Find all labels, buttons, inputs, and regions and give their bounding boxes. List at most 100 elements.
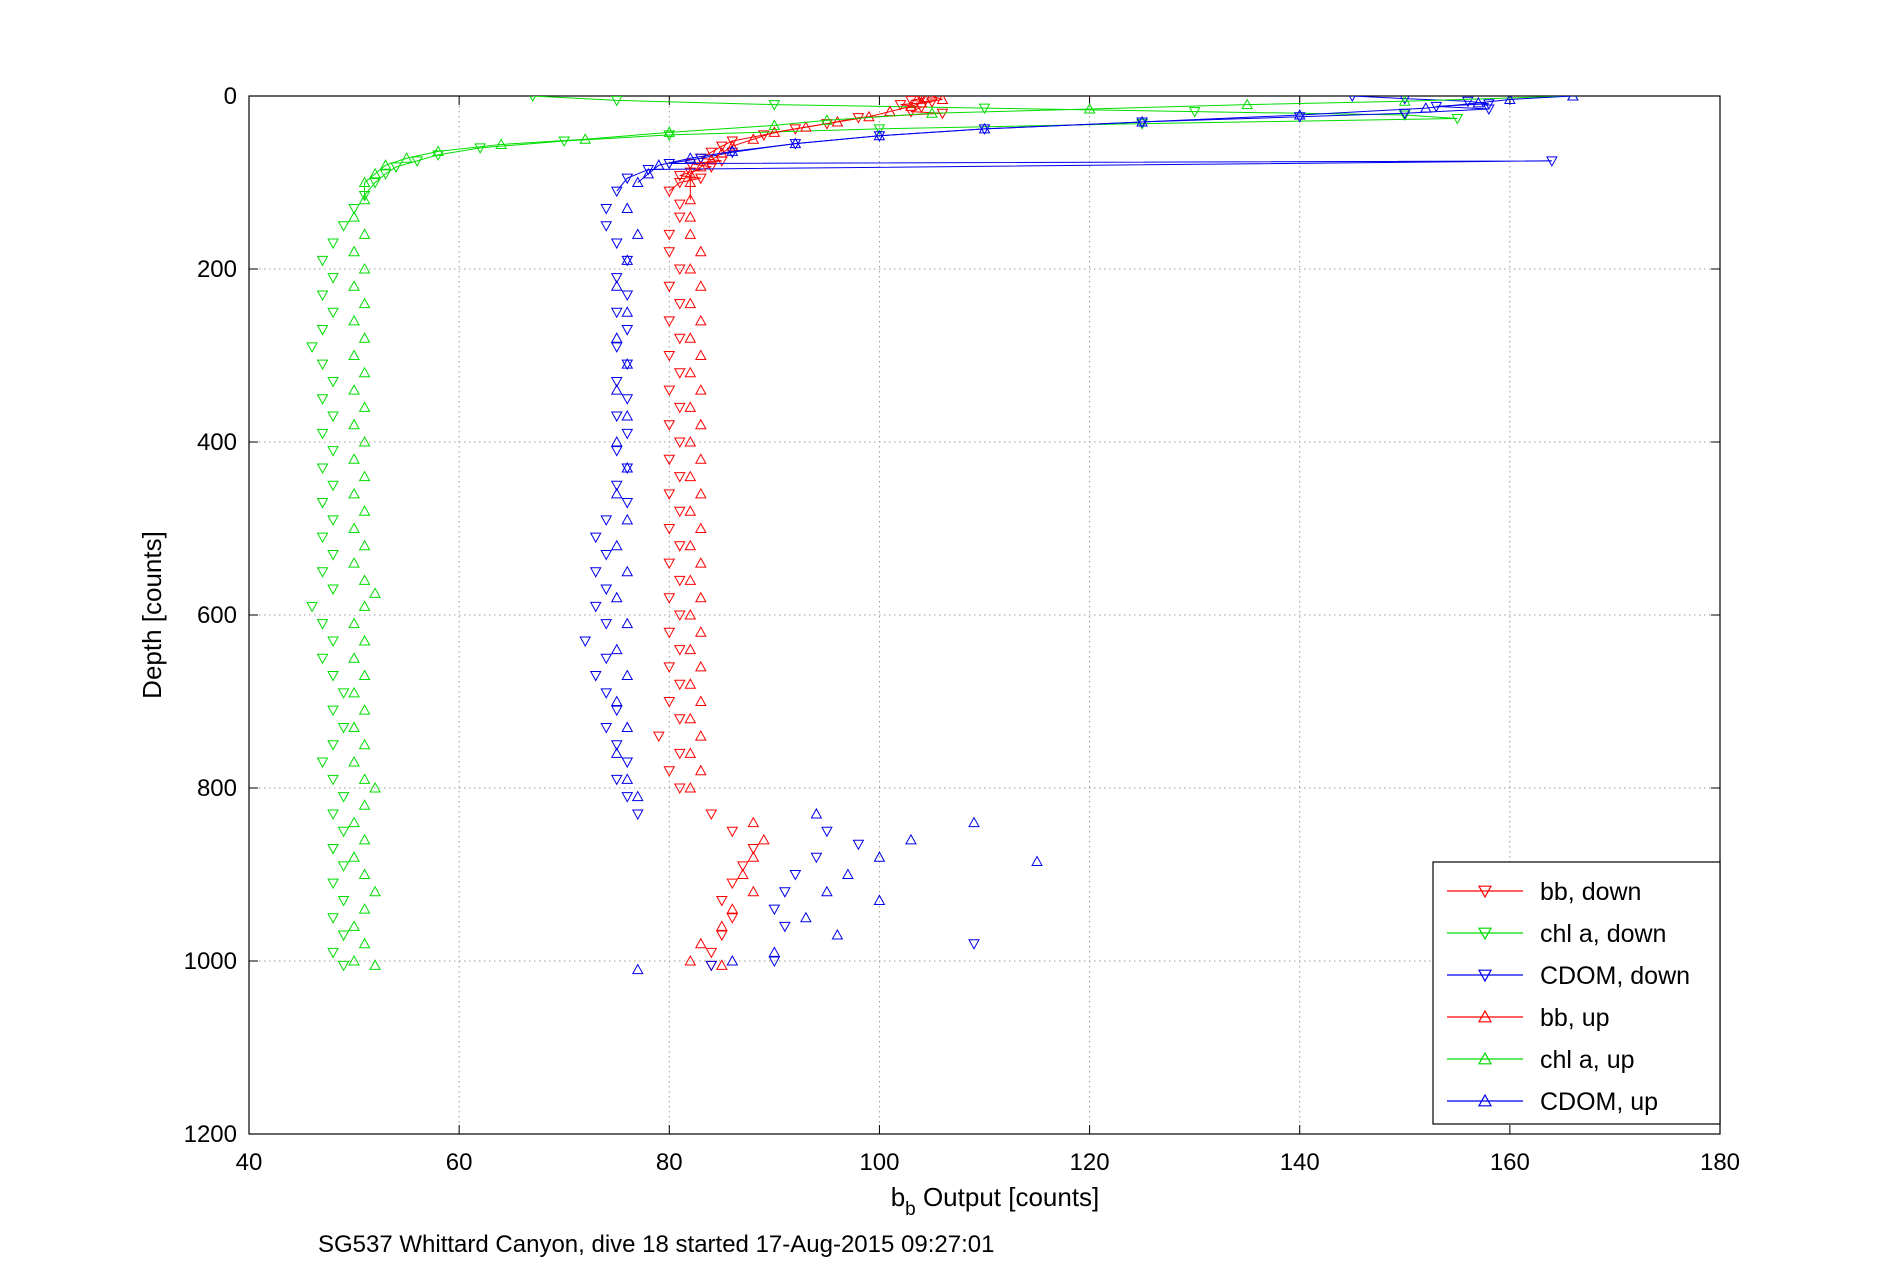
data-point [684, 152, 697, 163]
data-point [369, 167, 381, 179]
data-point [684, 608, 697, 620]
data-point [348, 453, 360, 464]
data-point [726, 903, 739, 914]
y-tick-label: 400 [197, 429, 237, 456]
data-point [873, 851, 886, 862]
data-point [316, 428, 329, 440]
data-point [337, 792, 350, 803]
legend-swatch-marker [1477, 1051, 1493, 1065]
data-point [348, 756, 360, 767]
data-point [684, 193, 697, 205]
data-point [673, 679, 686, 691]
data-point [610, 480, 623, 492]
data-point [663, 627, 676, 639]
legend-label: chl a, down [1540, 920, 1666, 948]
data-point [810, 852, 823, 864]
y-tick-label: 600 [197, 602, 237, 629]
data-point [621, 325, 634, 336]
data-point [337, 960, 350, 972]
data-point [1083, 102, 1096, 114]
y-axis-label: Depth [counts] [137, 531, 167, 699]
data-point [663, 593, 676, 604]
data-point [673, 610, 686, 622]
data-point [358, 505, 371, 516]
data-point [400, 152, 413, 163]
data-point [1031, 855, 1043, 867]
data-point [694, 245, 707, 257]
data-point [673, 264, 686, 276]
data-point [684, 747, 697, 758]
data-point [1136, 115, 1148, 127]
data-point [610, 186, 623, 198]
data-point [684, 712, 697, 724]
data-point [1504, 96, 1516, 104]
legend-item: CDOM, down [1447, 962, 1690, 990]
legend-item: chl a, down [1447, 920, 1666, 948]
data-point [621, 410, 634, 421]
data-point [663, 126, 676, 137]
data-point [1451, 113, 1464, 125]
data-point [631, 790, 644, 802]
data-point [432, 145, 444, 156]
data-point [358, 600, 371, 611]
data-point [589, 601, 602, 613]
data-point [316, 619, 329, 630]
data-point [316, 567, 329, 578]
data-point [589, 567, 602, 578]
data-point [694, 160, 707, 172]
data-point [327, 584, 339, 596]
data-point [684, 211, 697, 222]
data-point [768, 119, 781, 130]
legend-swatch-marker [1477, 969, 1493, 983]
data-point [694, 418, 707, 430]
data-point [673, 437, 686, 449]
data-point [589, 671, 602, 682]
data-point [358, 366, 371, 378]
series-line [364, 96, 1573, 200]
data-point [358, 669, 371, 681]
data-point [348, 245, 360, 257]
data-point [705, 960, 718, 972]
legend-item: bb, up [1447, 1004, 1610, 1032]
data-point [789, 137, 802, 149]
data-point [529, 96, 537, 103]
data-point [348, 280, 360, 291]
data-point [726, 878, 739, 890]
data-point [558, 136, 571, 148]
data-point [327, 878, 339, 890]
data-point [768, 100, 781, 111]
data-point [369, 959, 381, 970]
data-point [918, 96, 925, 103]
data-point [316, 394, 329, 405]
data-point [673, 171, 686, 182]
data-point [621, 394, 634, 405]
data-point [684, 539, 697, 551]
data-point [379, 169, 392, 180]
data-point [610, 643, 623, 655]
data-point [358, 574, 371, 585]
data-point [327, 515, 339, 526]
data-point [621, 565, 634, 577]
legend-item: bb, down [1447, 878, 1641, 906]
data-point [726, 913, 739, 924]
x-tick-label: 160 [1490, 1149, 1530, 1176]
data-point [673, 645, 686, 656]
data-point [621, 173, 634, 185]
data-point [663, 316, 676, 327]
legend-swatch-marker [1477, 1093, 1493, 1107]
data-point [663, 247, 676, 258]
data-point [663, 662, 676, 673]
data-point [673, 199, 686, 211]
data-point [358, 401, 371, 412]
data-point [821, 826, 833, 838]
data-point [610, 740, 623, 751]
data-point [926, 107, 938, 118]
data-point [779, 921, 791, 933]
series-layer [306, 96, 1579, 975]
data-point [694, 557, 707, 568]
data-point [673, 783, 686, 795]
data-point [715, 930, 728, 942]
data-point [610, 695, 623, 706]
data-point [684, 366, 697, 378]
